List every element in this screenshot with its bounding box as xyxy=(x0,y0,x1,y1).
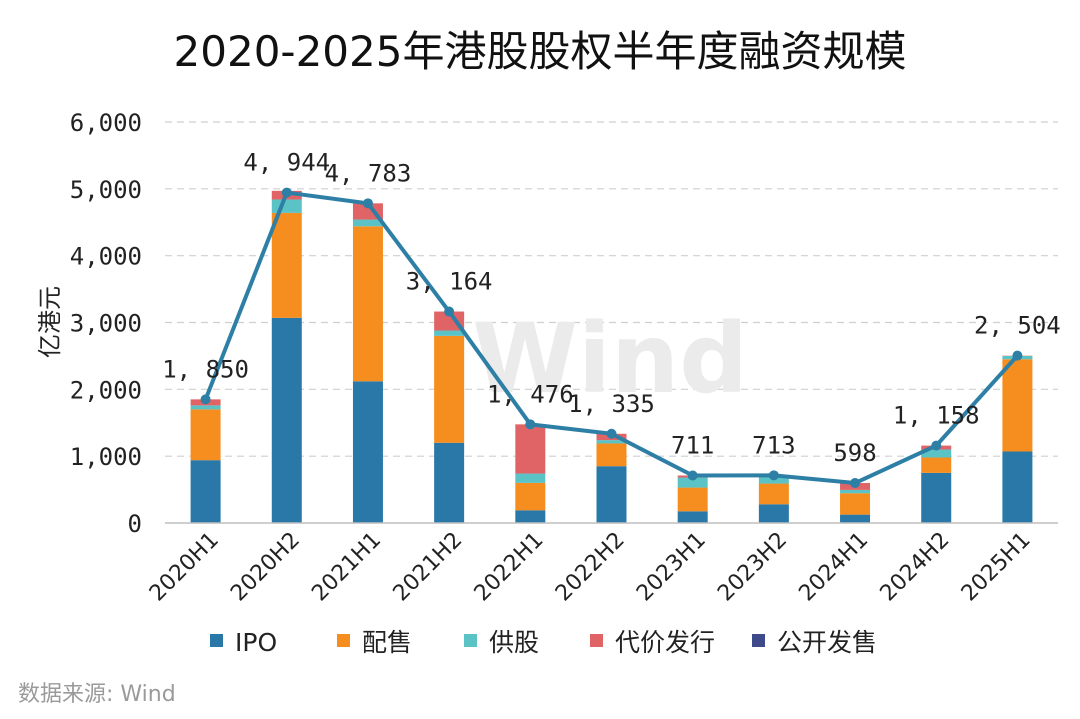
bar-segment xyxy=(434,330,465,336)
gridlines xyxy=(165,121,1058,457)
total-point xyxy=(200,394,211,405)
y-tick-label: 4,000 xyxy=(70,243,142,271)
data-label: 598 xyxy=(833,439,876,467)
y-tick-label: 2,000 xyxy=(70,376,142,404)
bar-segment xyxy=(921,449,952,458)
y-tick-label: 6,000 xyxy=(70,109,142,137)
legend-label: 公开发售 xyxy=(777,628,877,657)
y-tick-label: 3,000 xyxy=(70,310,142,338)
y-tick-label: 5,000 xyxy=(70,176,142,204)
bar-segment xyxy=(840,489,871,494)
data-label: 711 xyxy=(671,431,714,459)
bar-segment xyxy=(515,482,546,511)
y-axis-label: 亿港元 xyxy=(36,286,64,358)
total-point xyxy=(768,470,779,481)
x-tick-label: 2022H1 xyxy=(470,528,549,607)
x-tick-label: 2025H1 xyxy=(957,528,1036,607)
x-tick-label: 2021H2 xyxy=(389,528,468,607)
bar-segment xyxy=(677,487,708,512)
x-tick-label: 2020H2 xyxy=(226,528,305,607)
bar-segment xyxy=(921,457,952,473)
bar-segment xyxy=(596,466,627,523)
data-label: 1, 476 xyxy=(487,380,574,408)
bar-segment xyxy=(434,335,465,443)
bar-segment xyxy=(1002,359,1033,452)
legend-swatch xyxy=(210,634,223,647)
total-line xyxy=(200,187,1023,489)
legend: IPO 配售 供股 代价发行 公开发售 xyxy=(210,628,877,657)
bar-segment xyxy=(271,317,302,523)
data-label: 2, 504 xyxy=(974,312,1061,340)
legend-label: 配售 xyxy=(362,628,412,657)
data-label: 1, 850 xyxy=(162,355,249,383)
legend-swatch xyxy=(590,634,603,647)
total-point xyxy=(850,478,861,489)
legend-label: 供股 xyxy=(489,628,539,657)
bar-segment xyxy=(515,510,546,523)
total-point xyxy=(1012,350,1023,361)
bar-segment xyxy=(677,511,708,523)
legend-label: 代价发行 xyxy=(615,628,715,657)
bar-segment xyxy=(596,443,627,467)
bar-segment xyxy=(434,442,465,523)
bar-segment xyxy=(190,409,221,461)
source-note: 数据来源: Wind xyxy=(18,682,176,707)
data-label: 1, 158 xyxy=(893,402,980,430)
bar-segment xyxy=(840,493,871,515)
total-point xyxy=(281,187,292,198)
bar-segment xyxy=(515,473,546,483)
legend-swatch xyxy=(464,634,477,647)
bar-segment xyxy=(352,381,383,523)
bars xyxy=(190,190,1033,523)
data-label: 713 xyxy=(752,431,795,459)
bar-segment xyxy=(271,199,302,213)
bar-segment xyxy=(1002,451,1033,523)
y-tick-label: 1,000 xyxy=(70,443,142,471)
bar-segment xyxy=(271,212,302,318)
bar-segment xyxy=(758,483,789,505)
total-point xyxy=(931,440,942,451)
bar-segment xyxy=(352,219,383,227)
total-point xyxy=(606,428,617,439)
total-point xyxy=(687,470,698,481)
bar-segment xyxy=(677,477,708,488)
y-tick-label: 0 xyxy=(128,510,142,538)
total-point xyxy=(444,306,455,317)
legend-swatch xyxy=(752,634,765,647)
x-tick-label: 2024H1 xyxy=(794,528,873,607)
x-tick-label: 2023H2 xyxy=(713,528,792,607)
legend-label: IPO xyxy=(235,628,277,657)
x-tick-label: 2022H2 xyxy=(551,528,630,607)
bar-segment xyxy=(352,226,383,382)
data-label: 4, 783 xyxy=(325,159,412,187)
data-label: 4, 944 xyxy=(243,149,330,177)
total-point xyxy=(525,419,536,430)
x-tick-label: 2020H1 xyxy=(145,528,224,607)
data-label: 1, 335 xyxy=(568,390,655,418)
total-point xyxy=(362,198,373,209)
watermark-text: Wind xyxy=(472,303,748,415)
bar-segment xyxy=(596,440,627,444)
legend-swatch xyxy=(337,634,350,647)
data-label: 3, 164 xyxy=(406,268,493,296)
chart-title: 2020-2025年港股股权半年度融资规模 xyxy=(173,27,907,76)
bar-segment xyxy=(921,472,952,523)
watermark: Wind xyxy=(472,303,748,415)
bar-segment xyxy=(434,311,465,331)
bar-segment xyxy=(840,514,871,523)
bar-segment xyxy=(190,405,221,410)
bar-segment xyxy=(515,424,546,474)
x-tick-label: 2023H1 xyxy=(632,528,711,607)
x-tick-label: 2024H2 xyxy=(876,528,955,607)
bar-segment xyxy=(190,460,221,523)
bar-segment xyxy=(758,504,789,523)
x-tick-label: 2021H1 xyxy=(307,528,386,607)
